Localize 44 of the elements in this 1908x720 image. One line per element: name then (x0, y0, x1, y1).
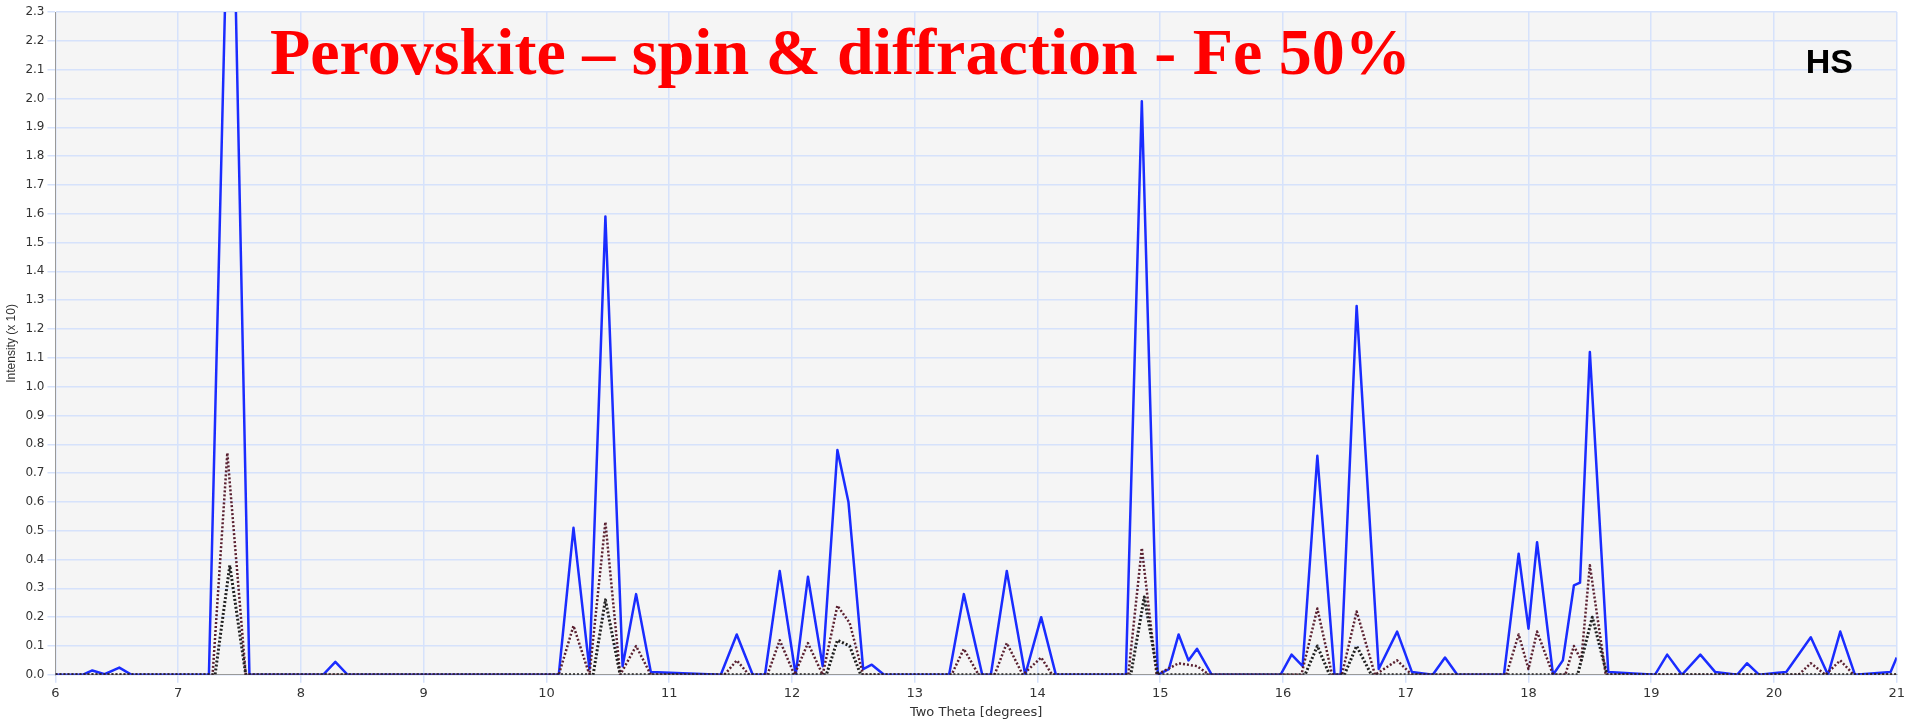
x-tick-label: 11 (660, 684, 678, 700)
y-tick-label: 1.4 (25, 263, 45, 278)
x-tick-label: 12 (783, 684, 801, 700)
y-tick-label: 1.5 (25, 234, 45, 249)
y-tick-label: 0.6 (25, 494, 45, 509)
y-tick-label: 0.5 (25, 522, 45, 537)
y-tick-label: 0.7 (25, 465, 45, 480)
x-tick-label: 16 (1274, 684, 1292, 700)
y-tick-label: 1.3 (25, 292, 45, 307)
y-tick-label: 1.1 (25, 349, 45, 364)
y-tick-label: 0.3 (25, 580, 45, 595)
x-tick-label: 7 (174, 684, 183, 700)
y-tick-label: 1.9 (25, 119, 45, 134)
y-tick-label: 1.0 (25, 378, 45, 393)
x-tick-label: 10 (538, 684, 555, 700)
y-tick-label: 0.8 (25, 436, 45, 451)
x-tick-label: 9 (419, 684, 428, 700)
x-tick-label: 13 (906, 684, 924, 700)
y-tick-label: 1.7 (25, 177, 45, 192)
x-tick-label: 21 (1888, 684, 1905, 700)
y-tick-label: 0.2 (25, 609, 45, 624)
x-tick-label: 15 (1151, 684, 1169, 700)
y-tick-label: 1.2 (25, 321, 45, 336)
y-tick-label: 2.0 (25, 90, 45, 105)
x-tick-label: 17 (1397, 684, 1414, 700)
x-tick-label: 18 (1520, 684, 1537, 700)
x-tick-label: 14 (1029, 684, 1046, 700)
annotation: HS (1805, 42, 1853, 81)
y-tick-label: 2.3 (25, 4, 45, 19)
chart-title: Perovskite – spin & diffraction - Fe 50% (270, 15, 1411, 89)
y-tick-label: 0.9 (25, 407, 45, 422)
y-tick-label: 0.4 (25, 551, 45, 566)
y-tick-label: 2.1 (25, 61, 45, 76)
x-tick-label: 20 (1765, 684, 1783, 700)
y-axis-title: Intensity (x 10) (3, 304, 18, 383)
y-tick-label: 2.2 (25, 32, 45, 47)
y-tick-label: 0.0 (25, 666, 45, 681)
x-tick-label: 19 (1642, 684, 1660, 700)
x-axis-title: Two Theta [degrees] (908, 703, 1043, 719)
y-tick-label: 1.6 (25, 205, 45, 220)
y-tick-label: 0.1 (25, 638, 45, 653)
y-tick-label: 1.8 (25, 148, 45, 163)
x-tick-label: 6 (51, 684, 60, 700)
x-tick-label: 8 (296, 684, 306, 700)
